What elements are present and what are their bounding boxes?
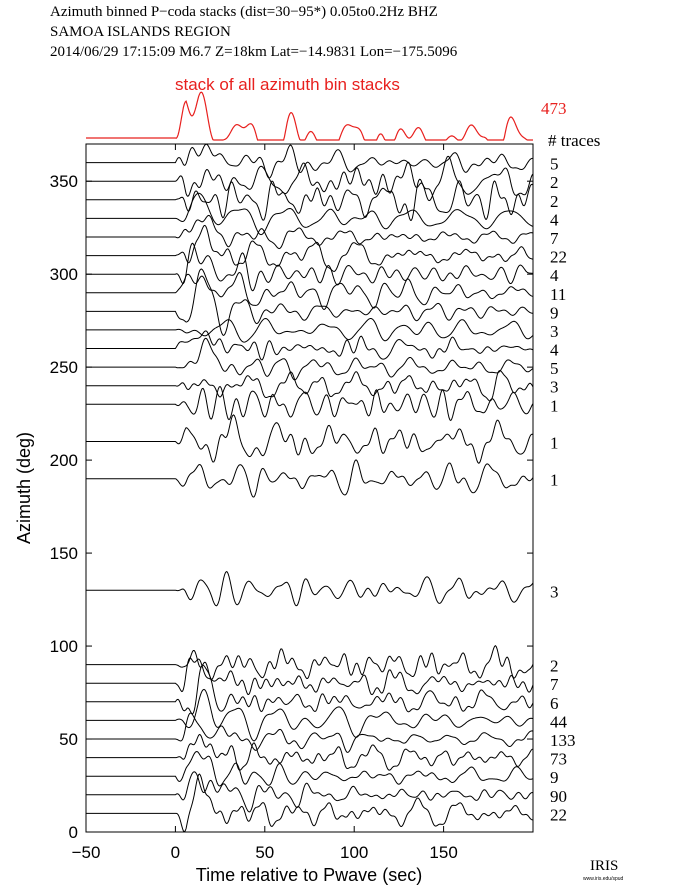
x-tick-label: −50 <box>72 843 101 862</box>
azimuth-trace-350 <box>86 155 534 202</box>
y-axis-label: Azimuth (deg) <box>14 432 34 544</box>
traces-column-label: # traces <box>548 131 600 150</box>
y-tick-label: 300 <box>50 265 78 284</box>
azimuth-trace-80 <box>86 657 534 696</box>
x-tick-label: 150 <box>429 843 457 862</box>
x-axis-label: Time relative to Pwave (sec) <box>196 865 422 885</box>
azimuth-trace-320 <box>86 214 534 250</box>
azimuth-trace-250 <box>86 337 534 381</box>
header-event: 2014/06/29 17:15:09 M6.7 Z=18km Lat=−14.… <box>50 44 458 60</box>
trace-count-label: 3 <box>550 378 559 397</box>
iris-logo: IRIS www.iris.edu/spud <box>583 858 624 882</box>
trace-count-label: 9 <box>550 303 559 322</box>
summary-stack-title: stack of all azimuth bin stacks <box>175 75 400 94</box>
trace-count-label: 4 <box>550 341 559 360</box>
trace-count-label: 1 <box>550 396 559 415</box>
iris-logo-url: www.iris.edu/spud <box>583 876 624 882</box>
y-tick-label: 150 <box>50 544 78 563</box>
trace-count-label: 5 <box>550 359 559 378</box>
azimuth-trace-90 <box>86 645 534 680</box>
header-region: SAMOA ISLANDS REGION <box>50 24 231 40</box>
trace-count-label: 6 <box>550 694 559 713</box>
y-tick-label: 250 <box>50 358 78 377</box>
trace-count-label: 73 <box>550 750 567 769</box>
azimuth-trace-270 <box>86 317 534 343</box>
y-tick-label: 100 <box>50 637 78 656</box>
trace-count-label: 2 <box>550 657 559 676</box>
trace-count-label: 44 <box>550 712 568 731</box>
iris-logo-text: IRIS <box>590 858 618 874</box>
trace-count-label: 22 <box>550 248 567 267</box>
y-tick-label: 50 <box>59 730 78 749</box>
x-tick-label: 50 <box>255 843 274 862</box>
y-tick-label: 0 <box>69 823 78 842</box>
y-tick-label: 200 <box>50 451 78 470</box>
plot-frame <box>85 143 534 833</box>
azimuth-trace-240 <box>86 369 534 402</box>
azimuth-trace-260 <box>86 330 534 361</box>
chart-header: Azimuth binned P−coda stacks (dist=30−95… <box>50 4 458 60</box>
trace-count-label: 3 <box>550 582 559 601</box>
trace-count-label: 9 <box>550 768 559 787</box>
trace-count-label: 7 <box>550 229 559 248</box>
azimuth-trace-40 <box>86 733 534 771</box>
azimuth-trace-190 <box>86 459 534 498</box>
azimuth-trace-50 <box>86 712 534 753</box>
x-tick-label: 0 <box>171 843 180 862</box>
trace-count-label: 4 <box>550 266 559 285</box>
trace-count-label: 2 <box>550 173 559 192</box>
azimuth-trace-290 <box>86 271 534 311</box>
azimuth-trace-60 <box>86 688 534 742</box>
trace-count-label: 1 <box>550 434 559 453</box>
trace-count-label: 90 <box>550 787 567 806</box>
azimuth-trace-30 <box>86 750 534 787</box>
azimuth-trace-70 <box>86 664 534 715</box>
trace-count-label: 133 <box>550 731 576 750</box>
trace-count-label: 1 <box>550 471 559 490</box>
header-title: Azimuth binned P−coda stacks (dist=30−95… <box>50 4 438 20</box>
trace-count-label: 4 <box>550 210 559 229</box>
azimuth-trace-130 <box>86 571 534 607</box>
trace-count-label: 5 <box>550 155 559 174</box>
trace-count-label: 11 <box>550 285 566 304</box>
azimuth-trace-210 <box>86 414 534 464</box>
total-traces-count: 473 <box>541 99 567 118</box>
azimuth-trace-20 <box>86 771 534 813</box>
azimuth-trace-280 <box>86 268 533 336</box>
azimuth-trace-330 <box>86 192 534 236</box>
summary-stack <box>86 91 533 141</box>
azimuth-trace-310 <box>86 224 534 272</box>
azimuth-trace-360 <box>86 143 533 179</box>
azimuth-trace-340 <box>86 178 534 221</box>
y-axis: 0 50 100 150 200 250 300 350 <box>50 172 533 842</box>
y-tick-label: 350 <box>50 172 78 191</box>
trace-count-label: 3 <box>550 322 559 341</box>
x-tick-label: 100 <box>340 843 368 862</box>
azimuth-trace-300 <box>86 242 534 292</box>
trace-count-label: 22 <box>550 805 567 824</box>
trace-layer <box>86 143 534 833</box>
azimuth-trace-10 <box>86 773 534 833</box>
x-axis: −50 0 50 100 150 <box>72 144 458 862</box>
summary-stack-trace <box>86 91 533 141</box>
trace-count-label: 2 <box>550 192 559 211</box>
azimuth-trace-230 <box>86 385 534 422</box>
trace-count-label: 7 <box>550 675 559 694</box>
